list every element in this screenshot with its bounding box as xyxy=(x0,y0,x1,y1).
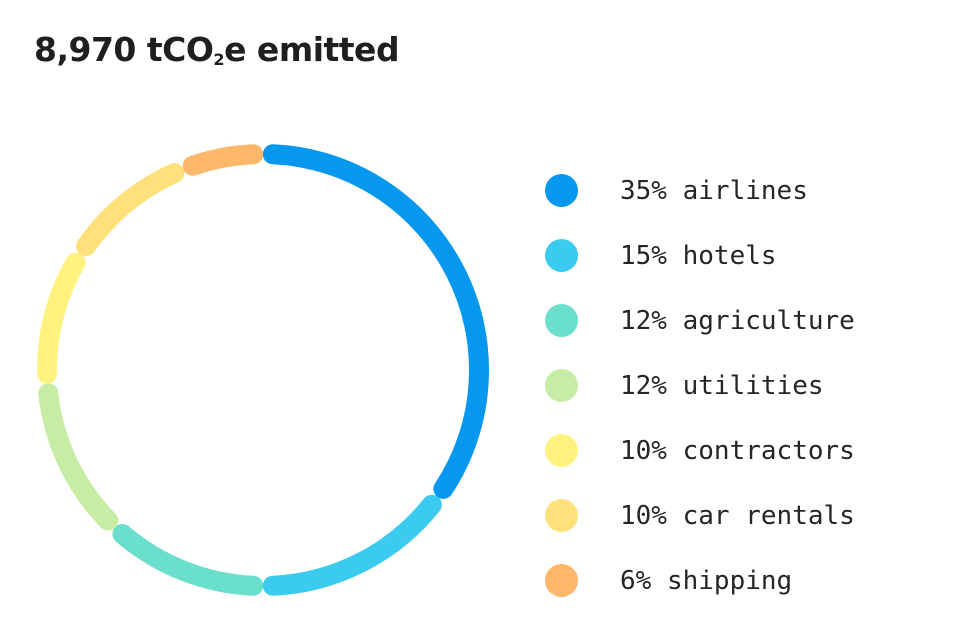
legend-swatch xyxy=(545,304,578,337)
donut-chart xyxy=(37,144,489,596)
legend-item-airlines: 35% airlines xyxy=(545,158,855,223)
title-main: 8,970 tCO xyxy=(34,30,214,69)
legend-swatch xyxy=(545,174,578,207)
legend-item-contractors: 10% contractors xyxy=(545,418,855,483)
legend-label: contractors xyxy=(682,435,855,466)
title-subscript: 2 xyxy=(213,50,225,69)
donut-slice-hotels xyxy=(262,494,442,596)
legend-item-car-rentals: 10% car rentals xyxy=(545,483,855,548)
legend-label: airlines xyxy=(682,175,808,206)
donut-slice-car-rentals xyxy=(76,162,185,257)
legend-percent: 15% xyxy=(620,240,667,271)
legend-label: car rentals xyxy=(682,500,855,531)
legend-percent: 12% xyxy=(620,305,667,336)
legend-label: hotels xyxy=(682,240,777,271)
legend-text: 12% utilities xyxy=(620,371,824,401)
legend-swatch xyxy=(545,434,578,467)
legend: 35% airlines 15% hotels 12% agriculture … xyxy=(545,158,855,613)
legend-swatch xyxy=(545,564,578,597)
legend-item-agriculture: 12% agriculture xyxy=(545,288,855,353)
legend-item-utilities: 12% utilities xyxy=(545,353,855,418)
legend-text: 35% airlines xyxy=(620,176,808,206)
donut-slice-agriculture xyxy=(112,524,264,596)
legend-text: 15% hotels xyxy=(620,241,777,271)
donut-slice-shipping xyxy=(182,144,264,176)
legend-text: 12% agriculture xyxy=(620,306,855,336)
donut-slice-airlines xyxy=(262,144,489,499)
legend-text: 6% shipping xyxy=(620,566,792,596)
title-suffix: e emitted xyxy=(224,30,400,69)
legend-percent: 10% xyxy=(620,435,667,466)
legend-item-hotels: 15% hotels xyxy=(545,223,855,288)
donut-slice-utilities xyxy=(38,383,119,531)
legend-percent: 10% xyxy=(620,500,667,531)
legend-text: 10% car rentals xyxy=(620,501,855,531)
legend-swatch xyxy=(545,239,578,272)
legend-swatch xyxy=(545,369,578,402)
donut-slice-contractors xyxy=(37,252,86,384)
legend-text: 10% contractors xyxy=(620,436,855,466)
legend-item-shipping: 6% shipping xyxy=(545,548,855,613)
legend-percent: 12% xyxy=(620,370,667,401)
legend-label: shipping xyxy=(666,565,793,596)
legend-percent: 35% xyxy=(620,175,667,206)
legend-percent: 6% xyxy=(620,565,652,596)
legend-label: utilities xyxy=(682,370,824,401)
chart-title: 8,970 tCO2e emitted xyxy=(34,30,400,69)
legend-swatch xyxy=(545,499,578,532)
legend-label: agriculture xyxy=(682,305,855,336)
